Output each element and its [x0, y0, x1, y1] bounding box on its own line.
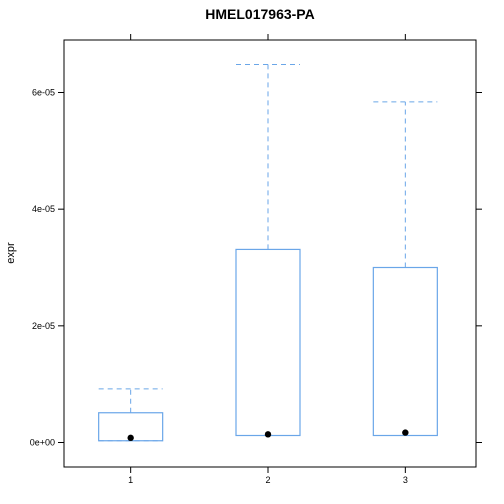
median-point — [127, 434, 134, 442]
box-rect — [235, 248, 301, 437]
y-tick-label: 0e+00 — [30, 438, 55, 448]
x-axis: 1 2 3 — [128, 34, 408, 485]
y-tick-label: 4e-05 — [32, 204, 55, 214]
box-2 — [235, 64, 301, 438]
median-point — [264, 431, 272, 438]
median-point — [402, 429, 409, 436]
y-tick-label: 6e-05 — [32, 88, 55, 98]
x-tick-label: 1 — [128, 475, 133, 485]
chart-title: HMEL017963-PA — [205, 6, 314, 22]
y-axis: 0e+00 2e-05 4e-05 6e-05 — [30, 88, 482, 448]
box-1 — [98, 388, 164, 442]
x-tick-label: 2 — [265, 475, 270, 485]
y-axis-label: expr — [5, 242, 17, 264]
box-3 — [372, 101, 438, 437]
x-tick-label: 3 — [403, 475, 408, 485]
box-rect — [372, 266, 438, 437]
boxes-layer — [98, 64, 438, 442]
plot-frame — [63, 39, 477, 468]
y-tick-label: 2e-05 — [32, 321, 55, 331]
